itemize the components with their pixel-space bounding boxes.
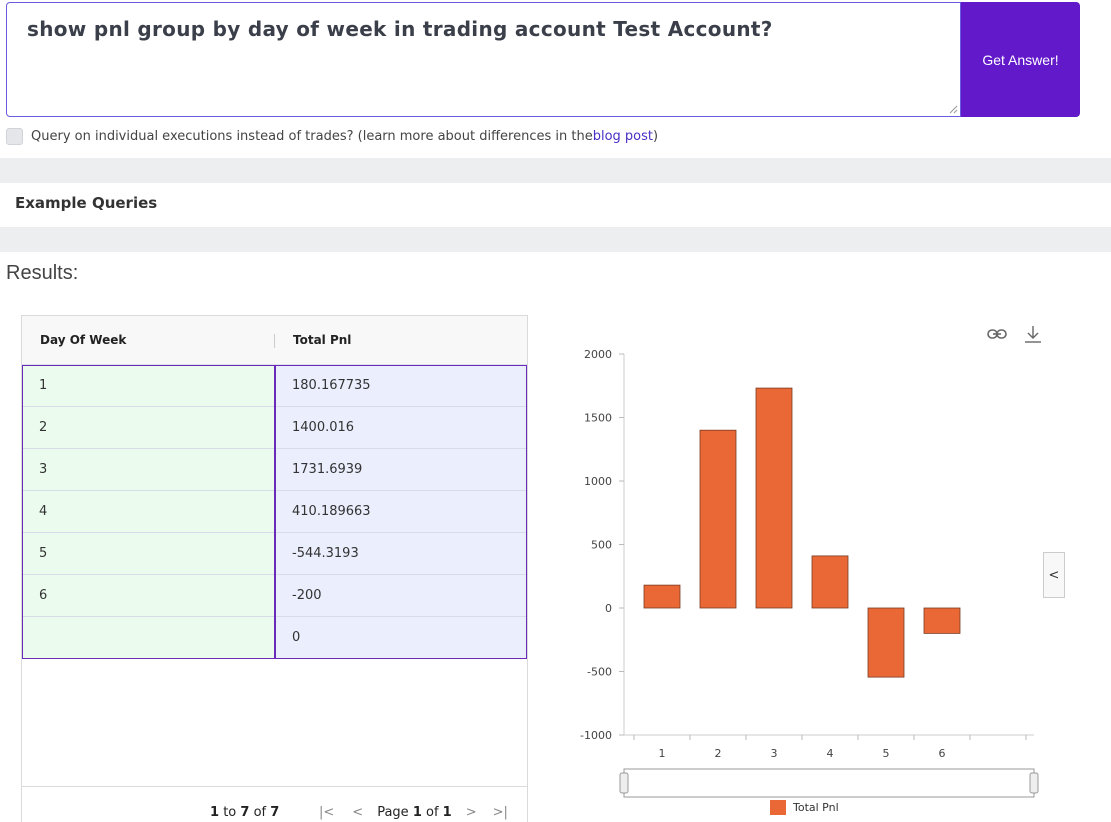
column-header-day-of-week[interactable]: Day Of Week bbox=[22, 316, 275, 364]
y-tick-label: 1000 bbox=[584, 475, 612, 488]
page-navigation: |< < Page 1 of 1 > >| bbox=[319, 805, 508, 820]
zoom-handle[interactable] bbox=[619, 772, 629, 794]
table-header: Day Of Week Total Pnl bbox=[22, 316, 527, 365]
section-divider bbox=[0, 227, 1111, 252]
get-answer-button[interactable]: Get Answer! bbox=[961, 2, 1080, 117]
executions-label-suffix: ) bbox=[653, 129, 659, 144]
bar-day-5[interactable] bbox=[867, 607, 905, 678]
legend-swatch[interactable] bbox=[770, 800, 786, 815]
range-to-word: to bbox=[223, 805, 237, 820]
executions-checkbox[interactable] bbox=[6, 128, 23, 145]
page-word: Page bbox=[377, 805, 409, 820]
x-tick-label: 4 bbox=[827, 747, 834, 760]
table-row[interactable]: 4 410.189663 bbox=[22, 491, 527, 533]
range-total: 7 bbox=[270, 805, 280, 820]
row-range: 1 to 7 of 7 bbox=[210, 805, 279, 820]
table-row[interactable]: 0 bbox=[22, 617, 527, 659]
cell-total-pnl[interactable]: 410.189663 bbox=[275, 491, 527, 532]
download-icon[interactable] bbox=[1022, 323, 1044, 345]
table-row[interactable]: 1 180.167735 bbox=[22, 365, 527, 407]
cell-total-pnl[interactable]: 1731.6939 bbox=[275, 449, 527, 490]
cell-total-pnl[interactable]: 1400.016 bbox=[275, 407, 527, 448]
x-tick-label: 5 bbox=[883, 747, 890, 760]
results-table: Day Of Week Total Pnl 1 180.167735 2 1400.0… bbox=[21, 315, 528, 822]
chart-canvas: -1000 -500 0 500 1000 1500 2000 1 2 3 4 5 6 Total Pnl bbox=[580, 348, 1039, 815]
next-page-icon[interactable]: > bbox=[465, 805, 477, 820]
example-queries-toggle[interactable]: Example Queries bbox=[15, 194, 158, 212]
bar-day-3[interactable] bbox=[755, 387, 793, 609]
table-row[interactable]: 3 1731.6939 bbox=[22, 449, 527, 491]
y-tick-label: 1500 bbox=[584, 412, 612, 425]
query-text: show pnl group by day of week in trading… bbox=[27, 17, 773, 41]
cell-total-pnl[interactable]: -544.3193 bbox=[275, 533, 527, 574]
cell-day-of-week[interactable]: 5 bbox=[22, 533, 275, 574]
last-page-icon[interactable]: >| bbox=[492, 805, 508, 820]
query-input[interactable]: show pnl group by day of week in trading… bbox=[6, 2, 961, 117]
pagination: 1 to 7 of 7 |< < Page 1 of 1 > >| bbox=[22, 786, 527, 822]
cell-day-of-week[interactable]: 6 bbox=[22, 575, 275, 616]
x-tick-label: 3 bbox=[771, 747, 778, 760]
table-row[interactable]: 6 -200 bbox=[22, 575, 527, 617]
bar-day-1[interactable] bbox=[643, 584, 681, 609]
total-pages: 1 bbox=[442, 805, 452, 820]
y-tick-label: -500 bbox=[587, 666, 612, 679]
link-icon[interactable] bbox=[986, 323, 1008, 345]
pnl-bar-chart: -1000 -500 0 500 1000 1500 2000 1 2 3 4 5 6 Total Pnl bbox=[560, 310, 1060, 822]
y-tick-label: -1000 bbox=[580, 729, 612, 742]
page-of-word: of bbox=[426, 805, 439, 820]
cell-day-of-week[interactable]: 3 bbox=[22, 449, 275, 490]
executions-label: Query on individual executions instead o… bbox=[31, 129, 593, 144]
table-row[interactable]: 5 -544.3193 bbox=[22, 533, 527, 575]
zoom-handle[interactable] bbox=[1029, 772, 1039, 794]
y-tick-label: 2000 bbox=[584, 348, 612, 361]
previous-page-icon[interactable]: < bbox=[352, 805, 364, 820]
cell-total-pnl[interactable]: 0 bbox=[275, 617, 527, 658]
current-page: 1 bbox=[412, 805, 422, 820]
first-page-icon[interactable]: |< bbox=[319, 805, 335, 820]
executions-option: Query on individual executions instead o… bbox=[6, 128, 658, 145]
resize-grip-icon[interactable] bbox=[948, 104, 958, 114]
page-indicator: Page 1 of 1 bbox=[377, 805, 452, 820]
table-body: 1 180.167735 2 1400.016 3 1731.6939 4 410.18966… bbox=[22, 365, 527, 659]
bar-day-4[interactable] bbox=[811, 555, 849, 609]
bar-day-2[interactable] bbox=[699, 429, 737, 609]
cell-total-pnl[interactable]: -200 bbox=[275, 575, 527, 616]
cell-day-of-week[interactable] bbox=[22, 617, 275, 658]
zoom-slider[interactable] bbox=[623, 768, 1035, 798]
chevron-left-icon[interactable]: < bbox=[1043, 552, 1065, 598]
section-divider bbox=[0, 158, 1111, 183]
range-to: 7 bbox=[240, 805, 250, 820]
range-from: 1 bbox=[210, 805, 220, 820]
y-tick-label: 500 bbox=[591, 539, 612, 552]
x-tick-label: 6 bbox=[939, 747, 946, 760]
table-row[interactable]: 2 1400.016 bbox=[22, 407, 527, 449]
cell-day-of-week[interactable]: 2 bbox=[22, 407, 275, 448]
x-tick-label: 1 bbox=[659, 747, 666, 760]
y-tick-label: 0 bbox=[605, 602, 612, 615]
results-title: Results: bbox=[6, 262, 79, 284]
range-of-word: of bbox=[253, 805, 267, 820]
bar-day-6[interactable] bbox=[923, 607, 961, 634]
blog-post-link[interactable]: blog post bbox=[592, 129, 653, 144]
legend-label[interactable]: Total Pnl bbox=[792, 801, 839, 814]
cell-total-pnl[interactable]: 180.167735 bbox=[275, 365, 527, 406]
column-header-total-pnl[interactable]: Total Pnl bbox=[293, 333, 352, 347]
cell-day-of-week[interactable]: 1 bbox=[22, 365, 275, 406]
cell-day-of-week[interactable]: 4 bbox=[22, 491, 275, 532]
x-tick-label: 2 bbox=[715, 747, 722, 760]
